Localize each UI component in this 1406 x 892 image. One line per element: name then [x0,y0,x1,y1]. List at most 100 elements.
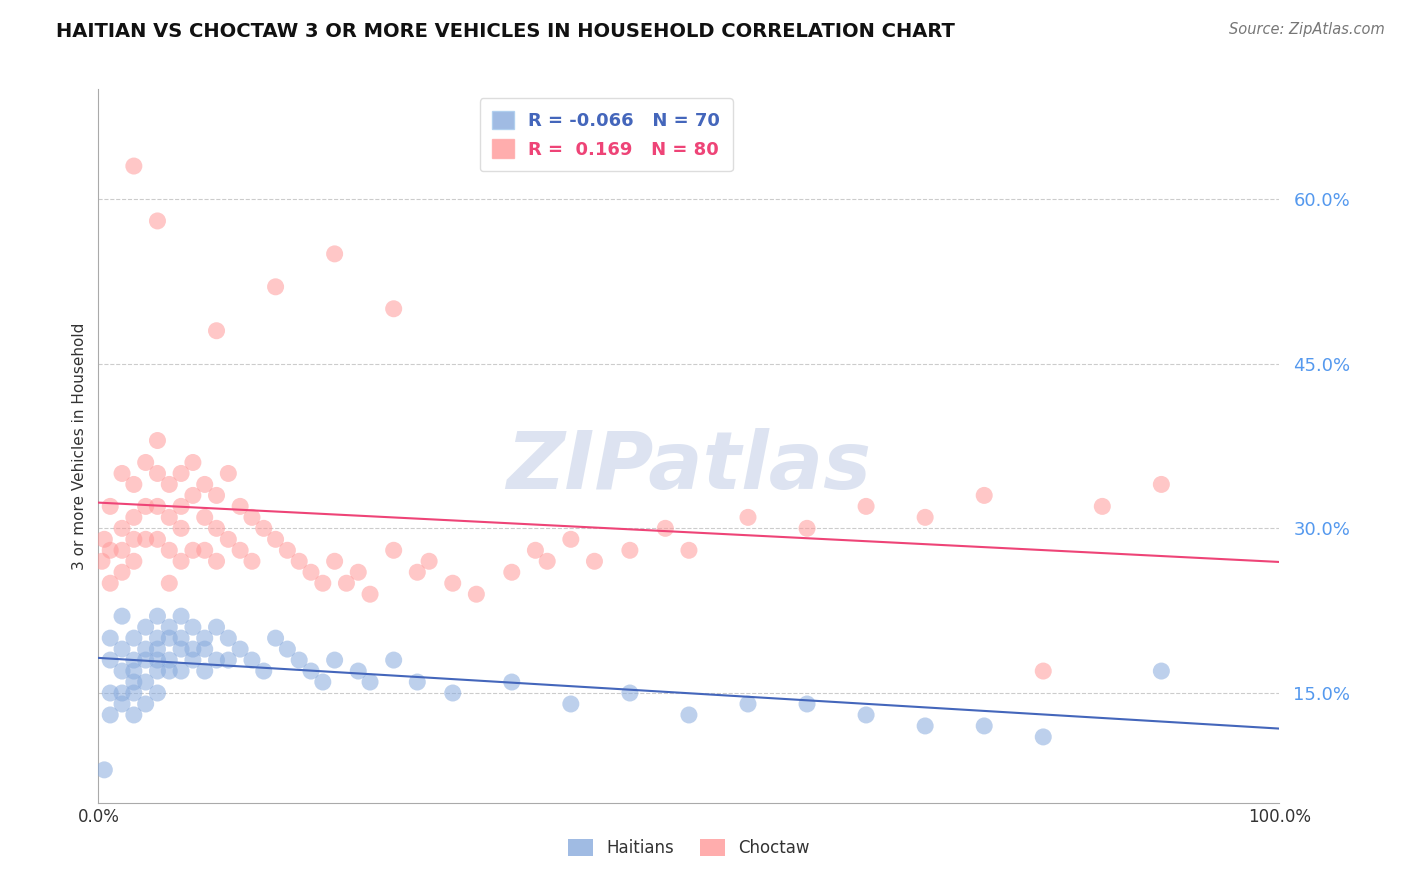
Point [217,467,239,481]
Point [240,554,263,568]
Point [181,543,204,558]
Point [93,533,115,547]
Point [122,477,145,491]
Point [111,566,134,580]
Point [111,521,134,535]
Point [157,576,180,591]
Point [181,455,204,469]
Point [619,686,641,700]
Point [181,653,204,667]
Point [91,554,114,568]
Point [406,566,429,580]
Point [205,653,228,667]
Point [194,510,217,524]
Point [583,554,606,568]
Point [146,631,169,645]
Point [264,533,287,547]
Point [240,653,263,667]
Point [146,533,169,547]
Y-axis label: 3 or more Vehicles in Household: 3 or more Vehicles in Household [72,322,87,570]
Point [98,500,121,514]
Point [181,620,204,634]
Point [441,686,464,700]
Point [157,510,180,524]
Point [737,510,759,524]
Point [382,543,405,558]
Point [170,467,193,481]
Point [157,543,180,558]
Point [560,533,582,547]
Text: HAITIAN VS CHOCTAW 3 OR MORE VEHICLES IN HOUSEHOLD CORRELATION CHART: HAITIAN VS CHOCTAW 3 OR MORE VEHICLES IN… [56,22,955,41]
Point [157,620,180,634]
Point [536,554,558,568]
Point [335,576,357,591]
Point [323,653,346,667]
Point [135,500,157,514]
Point [560,697,582,711]
Point [1150,477,1173,491]
Point [135,653,157,667]
Point [135,455,157,469]
Point [170,554,193,568]
Point [312,675,335,690]
Point [157,631,180,645]
Point [146,686,169,700]
Point [122,533,145,547]
Point [122,686,145,700]
Point [855,708,877,723]
Point [111,664,134,678]
Point [229,500,252,514]
Point [973,488,995,502]
Point [146,609,169,624]
Point [122,675,145,690]
Point [122,631,145,645]
Point [654,521,676,535]
Point [194,664,217,678]
Text: ZIPatlas: ZIPatlas [506,428,872,507]
Point [264,631,287,645]
Point [229,642,252,657]
Point [347,566,370,580]
Point [501,566,523,580]
Point [135,697,157,711]
Point [181,488,204,502]
Point [973,719,995,733]
Point [98,576,121,591]
Point [122,510,145,524]
Point [146,642,169,657]
Point [146,467,169,481]
Point [914,719,936,733]
Point [418,554,440,568]
Point [157,477,180,491]
Point [194,543,217,558]
Point [146,434,169,448]
Point [1091,500,1114,514]
Point [347,664,370,678]
Point [194,477,217,491]
Point [194,642,217,657]
Point [217,533,239,547]
Point [205,521,228,535]
Point [737,697,759,711]
Point [146,653,169,667]
Point [299,664,322,678]
Point [135,533,157,547]
Point [146,214,169,228]
Point [170,609,193,624]
Point [465,587,488,601]
Point [678,708,700,723]
Point [111,642,134,657]
Point [914,510,936,524]
Point [98,631,121,645]
Point [1032,664,1054,678]
Point [98,686,121,700]
Point [1032,730,1054,744]
Point [205,488,228,502]
Point [501,675,523,690]
Point [170,500,193,514]
Point [181,642,204,657]
Point [359,675,381,690]
Point [312,576,335,591]
Point [146,500,169,514]
Point [135,642,157,657]
